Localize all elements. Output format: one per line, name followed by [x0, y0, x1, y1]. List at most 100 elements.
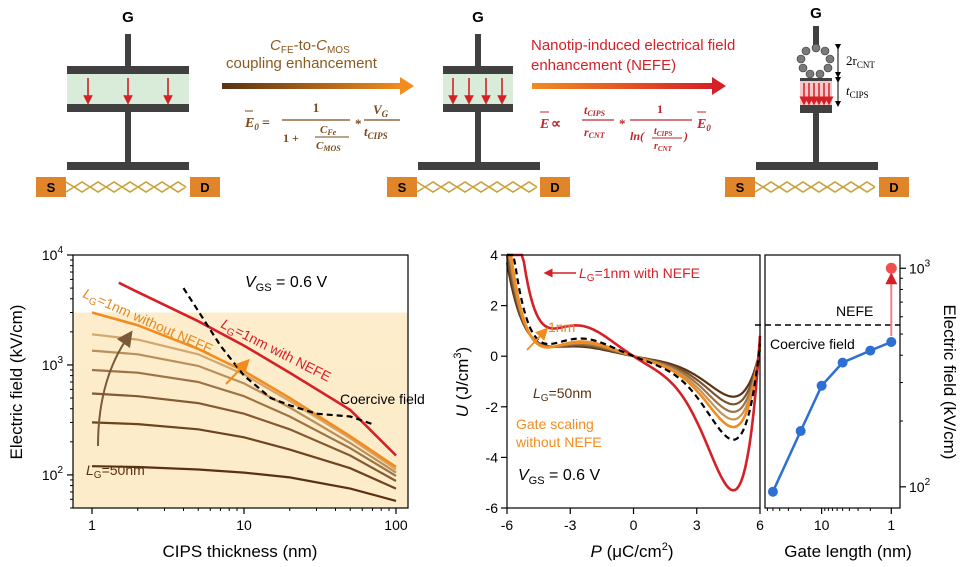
arrow-2-head [712, 77, 726, 95]
chart-3-nefe-point [885, 262, 897, 274]
chart-2-xlabel: P (μC/cm2) [591, 541, 674, 561]
drain-pad [879, 177, 909, 197]
svg-text:): ) [683, 129, 688, 143]
svg-text:E0: E0 [696, 117, 711, 133]
x-tick-label: 10 [814, 517, 830, 533]
chart-3-xlabel: Gate length (nm) [784, 542, 912, 561]
svg-text:ln(: ln( [630, 129, 645, 143]
chart-1-shaded-region [73, 312, 408, 508]
chart-2-vgs: VGS = 0.6 V [518, 467, 601, 487]
device-1: G S D [36, 9, 220, 197]
chart-1-trend-arrow [97, 330, 133, 447]
svg-text:E: E [539, 117, 549, 132]
chart-2-label-gate1: Gate scaling [516, 416, 594, 432]
chart-3-label-nefe: NEFE [836, 303, 873, 319]
chart-2-label-nefe: LG=1nm with NEFE [579, 265, 700, 284]
y-tick-label: 2 [490, 298, 498, 314]
svg-text:tCIPS: tCIPS [364, 124, 388, 141]
y-tick-label: 102 [42, 465, 64, 483]
chart-3-point [795, 426, 806, 437]
arrow-1-group: CFE-to-CMOS coupling enhancement E0 = 1 … [222, 37, 414, 153]
chart-1-label-50: LG=50nm [86, 462, 145, 481]
source-pad [36, 177, 66, 197]
arrow-1-subtitle: coupling enhancement [226, 55, 378, 72]
svg-text:rCNT: rCNT [584, 125, 606, 140]
y-tick-label: 103 [909, 258, 931, 276]
x-tick-label: 0 [630, 517, 638, 533]
chart-3-point [865, 345, 876, 356]
chart-3-point [837, 357, 848, 368]
svg-text:CFe: CFe [320, 124, 337, 137]
chart-1-ylabel: Electric field (kV/cm) [7, 305, 26, 460]
chart-1-ticks: 1 10 100 102 103 104 [42, 245, 408, 533]
chart-1-series-5 [91, 349, 397, 474]
chart-2-series-6 [507, 253, 762, 492]
chart-3-points [767, 336, 897, 497]
chart-1-label-coercive: Coercive field [340, 391, 425, 407]
channel [754, 181, 876, 193]
y-tick-label: 102 [909, 477, 931, 495]
chart-1-xlabel: CIPS thickness (nm) [163, 542, 318, 561]
cnt-ring [796, 43, 835, 79]
ferroelectric-layer [800, 81, 832, 105]
r-cnt-label: 2rCNT [846, 53, 875, 70]
chart-3-point [816, 380, 827, 391]
drain-pad [190, 177, 220, 197]
chart-2-series-1 [505, 262, 762, 398]
arrow-2-group: Nanotip-induced electrical field enhance… [531, 37, 735, 153]
svg-text:E0: E0 [244, 116, 259, 132]
drain-label: D [889, 180, 898, 195]
source-label: S [736, 180, 745, 195]
drain-label: D [200, 180, 209, 195]
chart-2-label-50: LG=50nm [533, 385, 592, 404]
chart-1-coercive-line [182, 287, 373, 426]
chart-1: 1 10 100 102 103 104 CIPS thickness (nm) Elec… [7, 245, 425, 561]
channel [65, 181, 187, 193]
chart-3-frame [764, 254, 901, 509]
chart-2-label-gate2: without NEFE [515, 434, 602, 450]
equation-2: E ∝ tCIPS rCNT * 1 ln( tCIPS rCNT ) E0 [539, 102, 711, 153]
drain-pad [540, 177, 570, 197]
x-tick-label: 1 [88, 517, 96, 533]
svg-text:1: 1 [313, 100, 320, 115]
chart-3-point [886, 336, 897, 347]
t-cips-label: tCIPS [846, 83, 869, 100]
svg-text:*: * [619, 116, 626, 131]
chart-2-ticks: -6 -3 0 3 6 -6 -4 -2 0 2 4 [486, 247, 765, 533]
chart-2-series [505, 253, 762, 492]
svg-text:VG: VG [373, 102, 389, 119]
device-3: G S D 2rCNT tCIPS [725, 5, 909, 197]
chart-1-series-8 [118, 281, 397, 457]
x-tick-label: -6 [501, 517, 514, 533]
arrow-2-bar [532, 83, 714, 89]
y-tick-label: -2 [486, 399, 499, 415]
chart-1-series-2 [91, 421, 397, 490]
chart-2-label-1nm: 1nm [548, 319, 575, 335]
svg-text:CMOS: CMOS [316, 140, 341, 153]
svg-text:∝: ∝ [551, 117, 561, 132]
source-pad [387, 177, 417, 197]
svg-text:1: 1 [657, 102, 663, 116]
chart-1-series-4 [91, 368, 397, 477]
x-tick-label: -3 [564, 517, 577, 533]
chart-3-line [771, 340, 892, 493]
chart-1-series-1 [91, 465, 397, 502]
chart-1-vgs: VGS = 0.6 V [245, 274, 328, 294]
chart-3-label-coercive: Coercive field [770, 336, 855, 352]
chart-3-point [767, 486, 778, 497]
y-tick-label: 0 [490, 348, 498, 364]
x-tick-label: 3 [693, 517, 701, 533]
svg-text:tCIPS: tCIPS [654, 126, 672, 138]
arrow-1-title: CFE-to-CMOS [270, 37, 350, 56]
svg-text:*: * [355, 116, 362, 131]
gate-label: G [472, 9, 484, 26]
y-tick-label: 4 [490, 247, 498, 263]
chart-3-ylabel: Electric field (kV/cm) [940, 305, 959, 460]
source-label: S [47, 180, 56, 195]
chart-2-ylabel: U (J/cm3) [452, 347, 472, 417]
gate-label: G [122, 9, 134, 26]
arrow-2-title: Nanotip-induced electrical field [531, 37, 735, 54]
